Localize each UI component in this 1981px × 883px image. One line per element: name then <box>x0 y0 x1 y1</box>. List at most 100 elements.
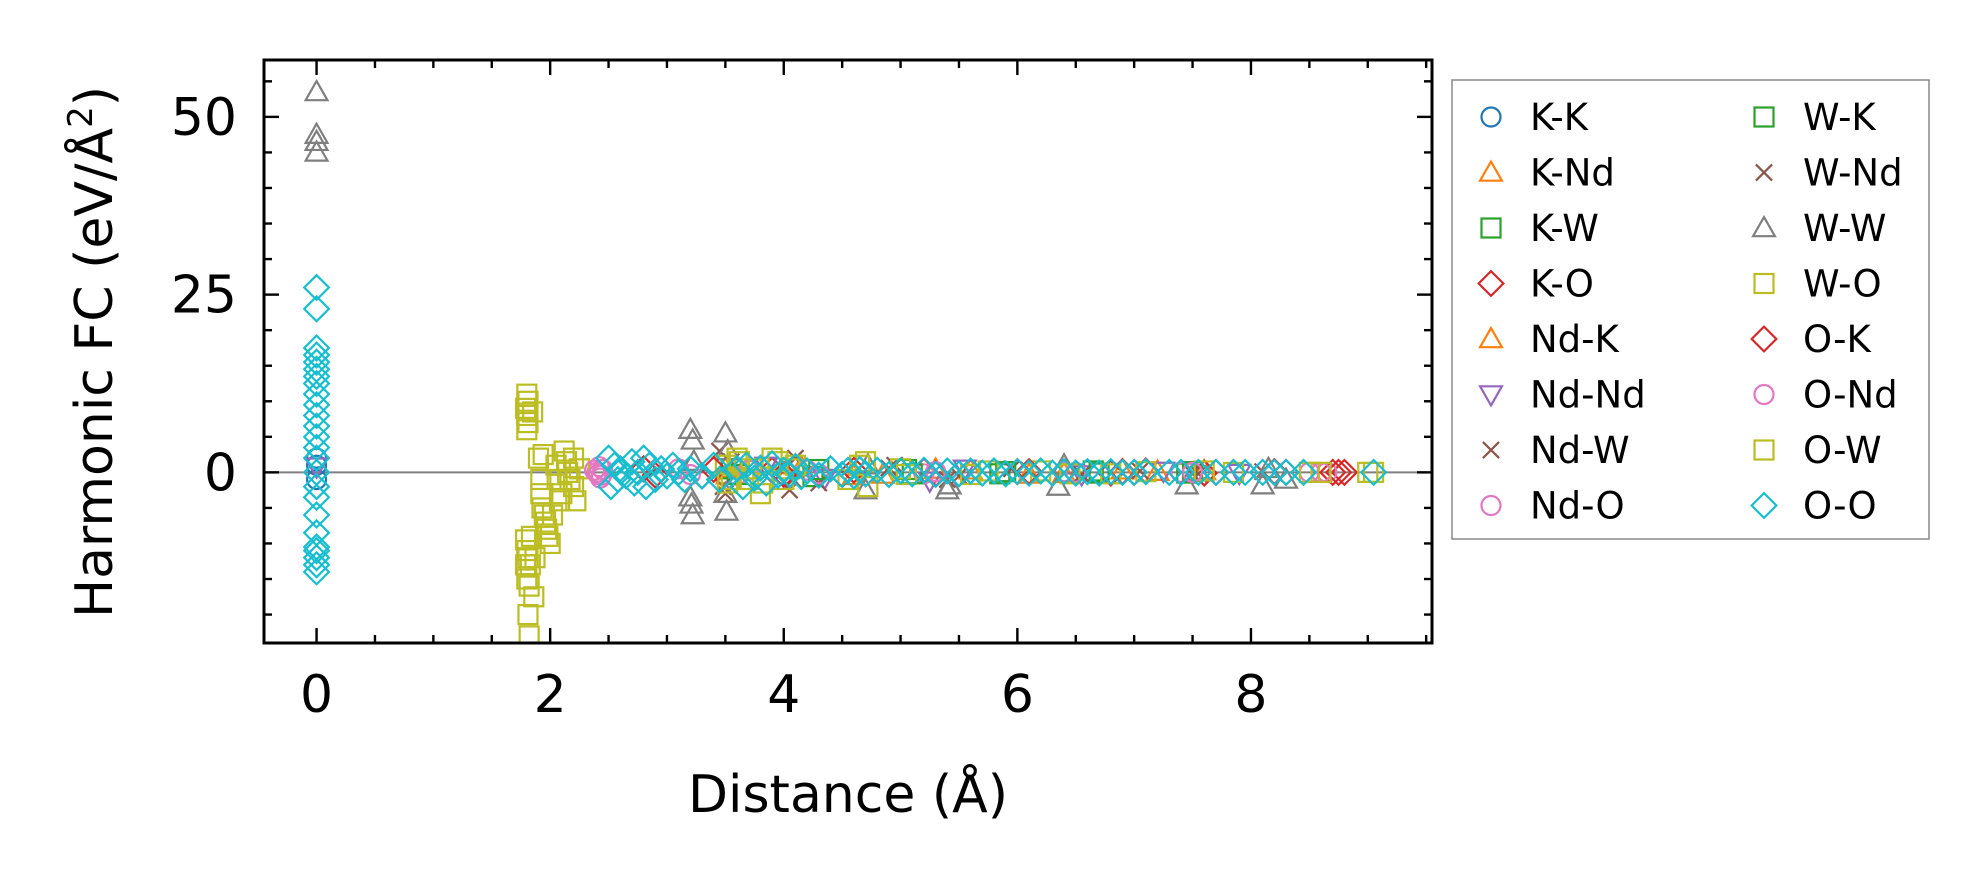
data-point <box>1135 461 1157 483</box>
data-point <box>302 390 331 419</box>
y-tick-label: 50 <box>171 88 237 148</box>
legend-entry: W-O <box>1753 263 1882 306</box>
data-point <box>699 455 728 484</box>
data-point <box>551 483 573 505</box>
series-o-o <box>302 273 1388 586</box>
data-point <box>1131 457 1160 486</box>
data-point <box>527 447 550 469</box>
data-point <box>523 586 545 608</box>
legend-entry: O-W <box>1753 429 1882 472</box>
data-point <box>532 443 554 466</box>
data-point <box>874 460 903 489</box>
data-point <box>679 427 706 450</box>
data-point <box>828 460 857 489</box>
legend-marker <box>1480 106 1502 128</box>
data-point <box>728 472 757 501</box>
data-point <box>740 458 762 480</box>
data-point <box>758 449 786 478</box>
data-point <box>1026 457 1055 485</box>
data-point <box>302 369 331 398</box>
data-point <box>534 511 557 533</box>
data-point <box>681 448 707 471</box>
data-point <box>1219 458 1248 487</box>
data-point <box>1073 457 1102 486</box>
axis-tick-labels: 0 2 4 6 8 0 25 50 <box>171 88 1268 725</box>
legend-entry: Nd-Nd <box>1478 374 1646 417</box>
x-axis-label: Distance (Å) <box>688 763 1008 825</box>
data-point <box>302 334 331 362</box>
legend-entry: W-K <box>1753 96 1877 139</box>
legend-frame <box>1451 79 1930 540</box>
data-point <box>780 481 799 499</box>
legend-marker <box>1480 217 1502 239</box>
data-point <box>1096 457 1125 486</box>
series-o-w <box>519 401 1379 576</box>
data-point <box>530 468 552 491</box>
data-point <box>991 459 1020 488</box>
data-point <box>539 532 561 555</box>
data-point <box>536 518 558 540</box>
data-point <box>302 341 331 369</box>
data-point <box>775 460 804 489</box>
data-point <box>517 411 539 434</box>
data-point <box>1109 457 1136 480</box>
legend-entry: K-Nd <box>1478 152 1615 195</box>
data-point <box>302 401 331 430</box>
data-point <box>524 547 546 569</box>
data-point <box>1318 458 1347 487</box>
legend-label: K-W <box>1530 207 1599 250</box>
data-point <box>1249 472 1276 495</box>
data-point <box>516 419 538 441</box>
data-point <box>518 575 540 597</box>
data-point <box>1359 458 1388 487</box>
data-point <box>688 462 716 490</box>
data-point <box>1050 457 1078 486</box>
data-point <box>851 459 880 488</box>
data-point <box>676 454 705 483</box>
legend-marker <box>1750 325 1778 353</box>
data-point <box>557 461 579 483</box>
legend-label: K-O <box>1530 263 1594 306</box>
data-point <box>1255 455 1282 479</box>
data-point <box>670 465 699 494</box>
legend-marker <box>1755 163 1773 182</box>
y-axis-label-superscript: 2 <box>61 106 101 128</box>
data-point <box>1038 459 1067 487</box>
data-point <box>562 475 585 498</box>
data-point <box>632 472 660 501</box>
data-point <box>541 504 564 526</box>
legend-entry: O-K <box>1750 318 1873 361</box>
legend-entry: Nd-W <box>1482 429 1630 472</box>
data-point <box>302 472 331 501</box>
legend-marker <box>1751 214 1777 238</box>
legend-label: O-K <box>1803 318 1873 361</box>
x-tick-label: 6 <box>1001 665 1034 725</box>
data-point <box>302 380 331 409</box>
data-point <box>548 490 571 512</box>
data-point <box>517 603 539 626</box>
data-point <box>515 397 537 419</box>
data-point <box>921 460 950 489</box>
data-point <box>1222 461 1245 483</box>
data-point <box>712 420 739 443</box>
data-point <box>518 625 540 643</box>
axis-ticks <box>264 60 1432 643</box>
data-point <box>302 273 331 302</box>
legend-entry: O-Nd <box>1753 374 1898 417</box>
data-point <box>302 550 331 579</box>
data-point <box>852 476 879 500</box>
legend-marker <box>1753 106 1775 128</box>
legend-entry: Nd-K <box>1478 318 1621 361</box>
legend-entry: W-Nd <box>1755 152 1903 195</box>
data-point <box>804 461 833 490</box>
legend-marker <box>1478 325 1504 349</box>
data-point <box>1193 460 1215 482</box>
legend-label: W-W <box>1803 207 1887 250</box>
data-point <box>516 539 538 562</box>
data-point <box>1260 458 1289 487</box>
data-point <box>302 422 331 451</box>
legend-label: O-W <box>1803 429 1882 472</box>
legend-entry: O-O <box>1750 485 1877 528</box>
data-point <box>678 491 705 514</box>
legend-marker <box>1478 385 1504 408</box>
